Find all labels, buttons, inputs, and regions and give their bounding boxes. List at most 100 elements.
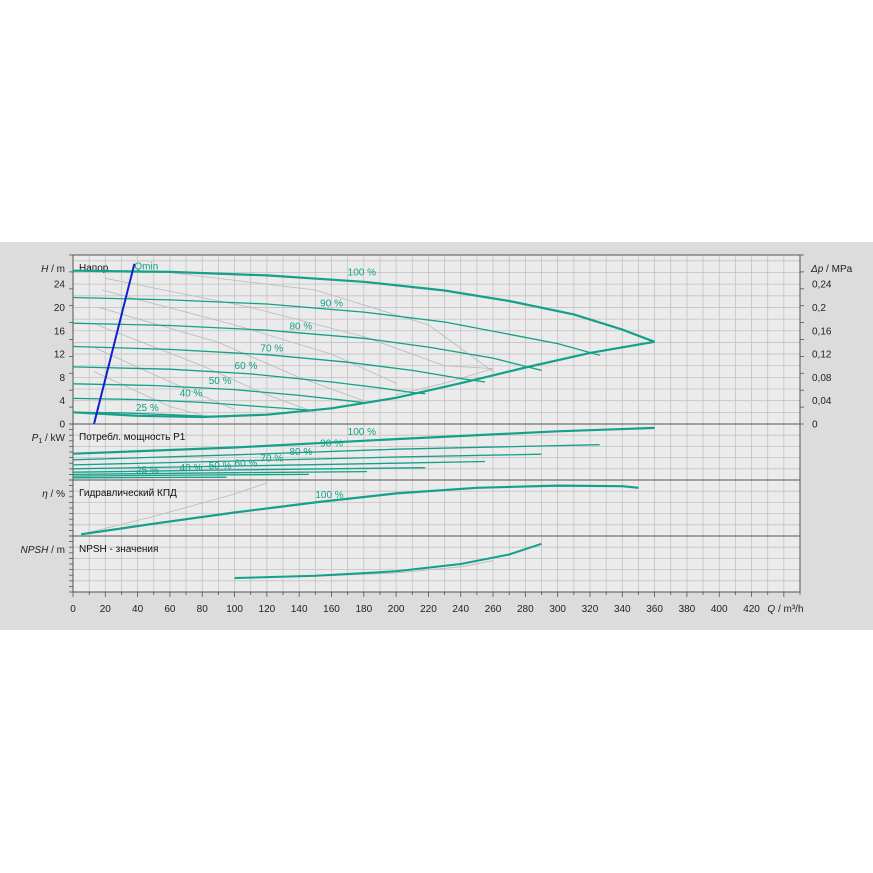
y-tick-label-head: 4 — [59, 396, 65, 407]
iso-line-head — [97, 324, 316, 413]
y-tick-label-head: 8 — [59, 373, 65, 384]
y-axis-unit-head: / m — [48, 264, 65, 275]
series-label-head: 25 % — [136, 403, 159, 414]
y-axis-unit-npsh: / m — [48, 545, 65, 556]
panel-title-npsh: NPSH - значения — [79, 544, 158, 555]
y-axis-subscript-power: 1 — [38, 438, 42, 445]
series-line-power — [72, 453, 542, 466]
series-line-power — [72, 476, 227, 479]
iso-line-head — [95, 347, 235, 410]
x-tick-label: 240 — [452, 604, 469, 615]
y-axis-unit-efficiency: / % — [48, 489, 65, 500]
series-label-efficiency: 100 % — [315, 490, 343, 501]
panel-title-head: Напор — [79, 263, 109, 274]
y-axis-label-power: P1 / kW — [32, 433, 66, 445]
qmin-label: Qmin — [134, 262, 158, 273]
x-tick-label: 80 — [197, 604, 209, 615]
y-tick-label-head: 16 — [54, 326, 66, 337]
series-label-head: 100 % — [348, 267, 376, 278]
series-label-head: 50 % — [209, 376, 232, 387]
series-line-head — [72, 397, 309, 411]
plot-area-efficiency — [73, 480, 800, 536]
iso-line-head — [93, 371, 203, 416]
series-line-head — [72, 269, 655, 343]
series-label-head: 60 % — [235, 361, 258, 372]
y2-axis-unit: / MPa — [823, 264, 852, 275]
y-axis-symbol-npsh: NPSH — [21, 545, 50, 556]
y-axis-label-head: H / m — [41, 264, 65, 275]
x-tick-label: 360 — [646, 604, 663, 615]
series-line-head — [72, 322, 542, 372]
iso-line-head — [169, 272, 494, 372]
x-tick-label: 380 — [679, 604, 696, 615]
x-tick-label: 420 — [743, 604, 760, 615]
x-tick-label: 0 — [70, 604, 76, 615]
series-label-head: 90 % — [320, 298, 343, 309]
x-tick-label: 300 — [549, 604, 566, 615]
series-line-power — [72, 444, 600, 461]
series-label-power: 50 % — [209, 461, 232, 472]
plot-area-npsh — [73, 536, 800, 592]
y2-tick-label: 0,04 — [812, 396, 832, 407]
series-line-head — [72, 296, 600, 356]
plot-area-head — [73, 255, 800, 424]
x-tick-label: 220 — [420, 604, 437, 615]
x-tick-label: 400 — [711, 604, 728, 615]
x-tick-label: 200 — [388, 604, 405, 615]
y2-tick-label: 0 — [812, 420, 818, 431]
series-label-power: 90 % — [320, 438, 343, 449]
series-label-head: 80 % — [289, 322, 312, 333]
y2-tick-label: 0,12 — [812, 350, 832, 361]
y2-tick-label: 0,2 — [812, 303, 826, 314]
panel-title-power: Потребл. мощность P1 — [79, 431, 186, 443]
y2-tick-label: 0,16 — [812, 326, 832, 337]
x-tick-label: 260 — [485, 604, 502, 615]
y-axis-label-efficiency: η / % — [42, 489, 65, 500]
y-tick-label-head: 12 — [54, 350, 66, 361]
x-axis-label: Q / m³/h — [767, 604, 803, 615]
series-label-power: 60 % — [235, 459, 258, 470]
y-axis-symbol-power: P — [32, 433, 39, 444]
x-tick-label: 120 — [259, 604, 276, 615]
x-axis-unit: / m³/h — [775, 604, 803, 615]
y-tick-label-head: 0 — [59, 420, 65, 431]
series-line-head — [72, 345, 486, 383]
qmin-line — [93, 263, 136, 425]
series-line-head — [72, 366, 426, 395]
series-label-power: 25 % — [136, 465, 159, 476]
y2-tick-label: 0,08 — [812, 373, 832, 384]
series-label-power: 80 % — [289, 447, 312, 458]
x-tick-label: 180 — [355, 604, 372, 615]
y-axis-unit-power: / kW — [42, 433, 65, 444]
series-line-power — [72, 460, 486, 470]
y2-tick-label: 0,24 — [812, 280, 832, 291]
x-axis-symbol: Q — [767, 604, 775, 615]
x-tick-label: 320 — [582, 604, 599, 615]
x-tick-label: 340 — [614, 604, 631, 615]
panel-title-efficiency: Гидравлический КПД — [79, 488, 177, 499]
y2-axis-label: Δp / MPa — [810, 264, 853, 275]
y-tick-label-head: 20 — [54, 303, 66, 314]
x-tick-label: 140 — [291, 604, 308, 615]
iso-line-efficiency — [81, 482, 268, 535]
series-line-head — [72, 383, 368, 404]
y-axis-symbol-head: H — [41, 264, 49, 275]
y-tick-label-head: 24 — [54, 280, 66, 291]
series-label-power: 70 % — [260, 454, 283, 465]
x-tick-label: 40 — [132, 604, 144, 615]
x-tick-label: 280 — [517, 604, 534, 615]
x-tick-label: 20 — [100, 604, 112, 615]
series-line-head — [72, 411, 227, 418]
y-axis-label-npsh: NPSH / m — [21, 545, 65, 556]
series-line-power — [72, 426, 655, 455]
iso-line-head — [101, 289, 397, 384]
series-line-npsh — [234, 542, 542, 579]
series-label-head: 40 % — [180, 389, 203, 400]
series-line-efficiency — [80, 484, 639, 536]
series-label-power: 40 % — [180, 463, 203, 474]
x-tick-label: 60 — [164, 604, 176, 615]
series-label-head: 70 % — [260, 344, 283, 355]
series-line-power — [72, 470, 368, 476]
y2-axis-symbol: Δp — [810, 264, 824, 275]
